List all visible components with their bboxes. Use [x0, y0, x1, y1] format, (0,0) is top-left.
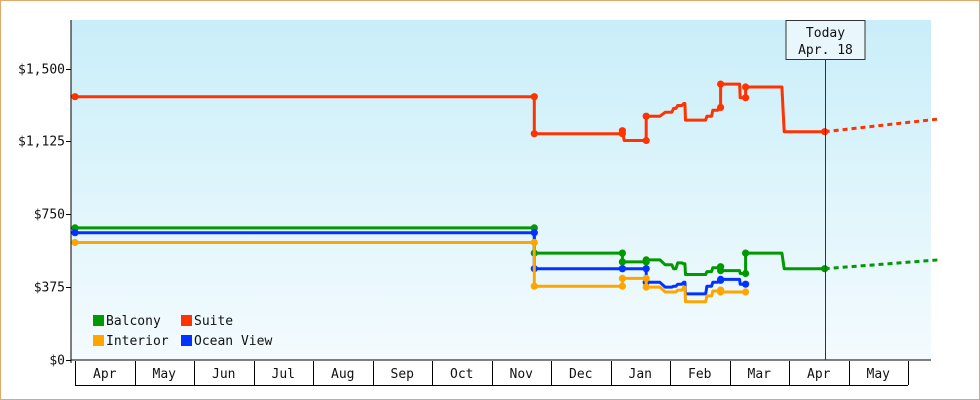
- x-tick-label: Jul: [272, 367, 295, 382]
- series-point: [618, 249, 627, 257]
- x-tick-label: Sep: [391, 367, 415, 382]
- y-tick-label: $750: [34, 208, 65, 223]
- x-tick-label: Nov: [510, 367, 534, 382]
- legend-label: Suite: [194, 314, 233, 329]
- x-tick-label: Mar: [748, 367, 772, 382]
- legend-swatch: [181, 315, 192, 326]
- today-date: Apr. 18: [798, 43, 853, 58]
- series-point: [530, 282, 538, 290]
- series-point: [642, 136, 650, 145]
- series-point: [821, 128, 829, 136]
- x-tick-label: Oct: [450, 367, 473, 382]
- legend-swatch: [93, 315, 104, 326]
- series-point: [742, 269, 750, 278]
- today-box: [785, 20, 866, 60]
- plot-area: [71, 20, 931, 360]
- series-point: [618, 127, 627, 135]
- series-point: [71, 238, 79, 247]
- series-point: [742, 288, 750, 296]
- series-point: [742, 83, 750, 91]
- y-tick-label: $0: [49, 354, 65, 369]
- series-point: [717, 267, 725, 275]
- series-point: [71, 229, 79, 237]
- y-tick-label: $1,500: [18, 63, 65, 78]
- y-tick-label: $375: [34, 281, 65, 296]
- series-point: [530, 238, 538, 247]
- series-point: [821, 265, 829, 273]
- series-point: [642, 265, 650, 273]
- legend-label: Ocean View: [194, 334, 272, 349]
- x-tick-label: Apr: [807, 367, 831, 382]
- series-point: [618, 282, 627, 290]
- series-point: [618, 265, 627, 273]
- legend-swatch: [181, 335, 192, 346]
- series-point: [642, 256, 650, 264]
- series-point: [717, 103, 725, 111]
- series-projection: [824, 117, 938, 134]
- series-point: [642, 274, 650, 282]
- series-point: [642, 283, 650, 291]
- series-point: [71, 93, 79, 101]
- series-point: [742, 280, 750, 288]
- series-projection: [824, 258, 938, 271]
- legend-swatch: [93, 335, 104, 346]
- y-tick-label: $1,125: [18, 135, 65, 150]
- series-point: [642, 112, 650, 120]
- x-tick-label: May: [867, 367, 891, 382]
- x-tick-label: May: [153, 367, 177, 382]
- series-point: [717, 275, 725, 283]
- x-tick-label: Feb: [688, 367, 712, 382]
- series-point: [742, 249, 750, 257]
- series-line: [75, 82, 825, 142]
- x-tick-label: Aug: [331, 367, 354, 382]
- series-point: [530, 130, 538, 138]
- x-tick-label: Dec: [569, 367, 592, 382]
- series-point: [618, 274, 627, 282]
- series-point: [742, 94, 750, 102]
- legend-label: Interior: [106, 334, 169, 349]
- series-point: [618, 258, 627, 266]
- series-point: [717, 80, 725, 88]
- legend-label: Balcony: [106, 314, 161, 329]
- x-tick-label: Jun: [212, 367, 235, 382]
- x-tick-label: Jan: [629, 367, 652, 382]
- x-tick-label: Apr: [93, 367, 117, 382]
- series-point: [717, 288, 725, 296]
- series-point: [530, 93, 538, 101]
- series-point: [530, 229, 538, 237]
- today-label: Today: [806, 26, 845, 41]
